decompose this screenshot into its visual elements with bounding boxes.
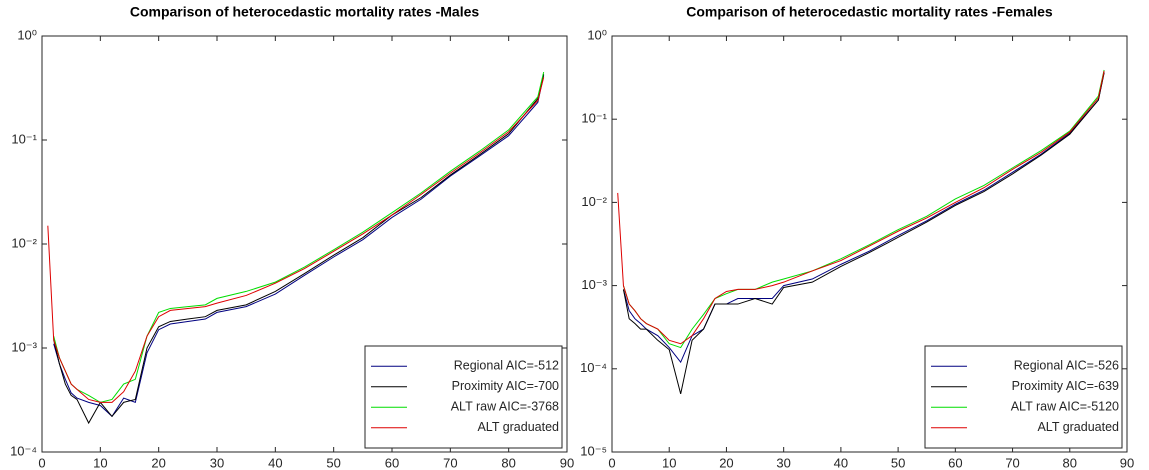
series-line	[622, 71, 1105, 364]
y-tick-label: 10⁻⁴	[10, 443, 37, 458]
series-line	[53, 71, 545, 403]
x-tick-label: 70	[1005, 455, 1019, 470]
x-tick-label: 30	[210, 455, 224, 470]
x-tick-label: 10	[662, 455, 676, 470]
series-line	[53, 74, 545, 425]
chart-title: Comparison of heterocedastic mortality r…	[686, 4, 1053, 20]
y-tick-label: 10⁻¹	[581, 111, 607, 126]
subplot: Comparison of heterocedastic mortality r…	[580, 4, 1134, 470]
x-tick-label: 90	[1120, 455, 1134, 470]
legend-label: ALT graduated	[477, 420, 559, 434]
y-tick-label: 10⁻⁴	[580, 360, 607, 375]
series-line	[47, 77, 545, 403]
y-tick-label: 10⁻¹	[11, 131, 37, 146]
legend-label: ALT raw AIC=-5120	[1011, 400, 1119, 414]
x-tick-label: 90	[560, 455, 574, 470]
x-tick-label: 60	[948, 455, 962, 470]
series-line	[617, 70, 1105, 345]
series-line	[53, 75, 545, 418]
legend-label: ALT raw AIC=-3768	[451, 400, 559, 414]
legend-label: Proximity AIC=-700	[452, 379, 559, 393]
x-tick-label: 80	[1063, 455, 1077, 470]
axes-box	[611, 35, 1128, 453]
x-tick-label: 10	[93, 455, 107, 470]
y-tick-label: 10⁻³	[11, 339, 37, 354]
legend-label: Regional AIC=-526	[1014, 359, 1119, 373]
y-tick-label: 10⁰	[587, 27, 607, 42]
legend: Regional AIC=-526 Proximity AIC=-639 ALT r…	[924, 345, 1123, 449]
y-tick-label: 10⁻²	[11, 235, 37, 250]
x-tick-label: 50	[326, 455, 340, 470]
x-tick-label: 20	[719, 455, 733, 470]
x-tick-label: 70	[443, 455, 457, 470]
x-tick-label: 80	[501, 455, 515, 470]
x-tick-label: 40	[268, 455, 282, 470]
y-tick-label: 10⁰	[17, 27, 37, 42]
x-tick-label: 0	[608, 455, 615, 470]
x-tick-label: 20	[151, 455, 165, 470]
legend-label: ALT graduated	[1037, 420, 1119, 434]
legend-box	[364, 345, 563, 449]
y-tick-label: 10⁻³	[581, 277, 607, 292]
x-tick-label: 0	[38, 455, 45, 470]
legend-label: Regional AIC=-512	[454, 359, 559, 373]
legend-label: Proximity AIC=-639	[1012, 379, 1119, 393]
axes-box	[41, 35, 568, 453]
y-tick-label: 10⁻²	[581, 194, 607, 209]
legend-box	[924, 345, 1123, 449]
series-line	[622, 72, 1105, 394]
subplot: Comparison of heterocedastic mortality r…	[10, 4, 574, 470]
chart-title: Comparison of heterocedastic mortality r…	[130, 4, 480, 20]
x-tick-label: 40	[834, 455, 848, 470]
x-tick-label: 60	[385, 455, 399, 470]
y-tick-label: 10⁻⁵	[580, 443, 607, 458]
x-tick-label: 30	[776, 455, 790, 470]
x-tick-label: 50	[891, 455, 905, 470]
legend: Regional AIC=-512 Proximity AIC=-700 ALT r…	[364, 345, 563, 449]
